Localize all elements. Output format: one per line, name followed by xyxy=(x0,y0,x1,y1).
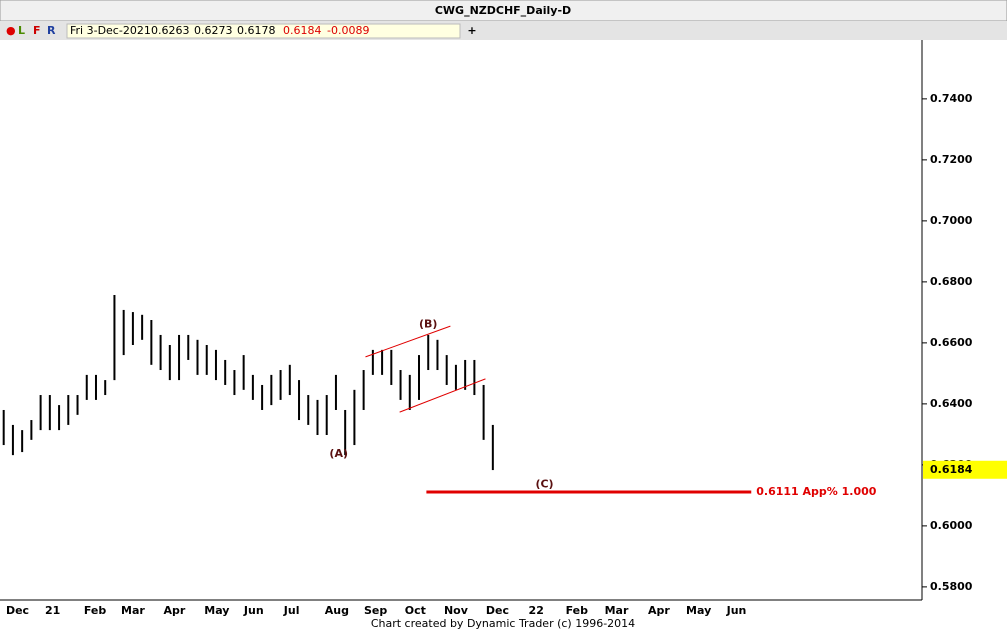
channel-line xyxy=(365,325,451,358)
info-box xyxy=(66,23,461,39)
y-tick-label: 0.6600 xyxy=(930,336,973,349)
x-tick-label: Jun xyxy=(726,604,747,617)
x-tick-label: Dec xyxy=(486,604,509,617)
x-tick-label: May xyxy=(686,604,711,617)
x-tick-label: Nov xyxy=(444,604,469,617)
x-tick-label: Mar xyxy=(605,604,629,617)
add-button[interactable]: + xyxy=(467,24,476,37)
wave-label: (A) xyxy=(329,447,348,460)
x-tick-label: Apr xyxy=(648,604,670,617)
x-tick-label: Sep xyxy=(364,604,387,617)
y-tick-label: 0.7000 xyxy=(930,214,973,227)
info-change: -0.0089 xyxy=(327,24,369,37)
chart-title: CWG_NZDCHF_Daily-D xyxy=(435,4,571,17)
last-price-box xyxy=(923,460,1007,479)
info-high: 0.6273 xyxy=(194,24,233,37)
button-l[interactable]: L xyxy=(18,24,25,37)
last-price-label: 0.6184 xyxy=(930,463,973,476)
y-tick-label: 0.7400 xyxy=(930,92,973,105)
projection-label: 0.6111 App% 1.000 xyxy=(756,485,877,498)
channel-line xyxy=(399,378,486,413)
x-tick-label: Apr xyxy=(164,604,186,617)
x-tick-label: Feb xyxy=(566,604,589,617)
info-open: 0.6263 xyxy=(151,24,190,37)
x-tick-label: May xyxy=(204,604,229,617)
x-tick-label: Feb xyxy=(84,604,107,617)
y-tick-label: 0.7200 xyxy=(930,153,973,166)
wave-label: (C) xyxy=(535,478,553,491)
button-r[interactable]: R xyxy=(47,24,56,37)
x-tick-label: Aug xyxy=(325,604,349,617)
wave-label: (B) xyxy=(419,318,437,331)
x-tick-label: Mar xyxy=(121,604,145,617)
info-date: Fri 3-Dec-2021 xyxy=(70,24,151,37)
y-tick-label: 0.6000 xyxy=(930,519,973,532)
x-tick-label: 21 xyxy=(45,604,60,617)
info-close: 0.6184 xyxy=(283,24,322,37)
x-tick-label: 22 xyxy=(529,604,544,617)
y-tick-label: 0.5800 xyxy=(930,580,973,593)
x-tick-label: Jun xyxy=(243,604,264,617)
y-tick-label: 0.6800 xyxy=(930,275,973,288)
button-f[interactable]: F xyxy=(33,24,41,37)
x-tick-label: Oct xyxy=(405,604,426,617)
footer: Chart created by Dynamic Trader (c) 1996… xyxy=(371,617,635,630)
dot: ● xyxy=(6,24,16,37)
info-low: 0.6178 xyxy=(237,24,276,37)
x-tick-label: Dec xyxy=(6,604,29,617)
y-tick-label: 0.6400 xyxy=(930,397,973,410)
x-tick-label: Jul xyxy=(283,604,300,617)
